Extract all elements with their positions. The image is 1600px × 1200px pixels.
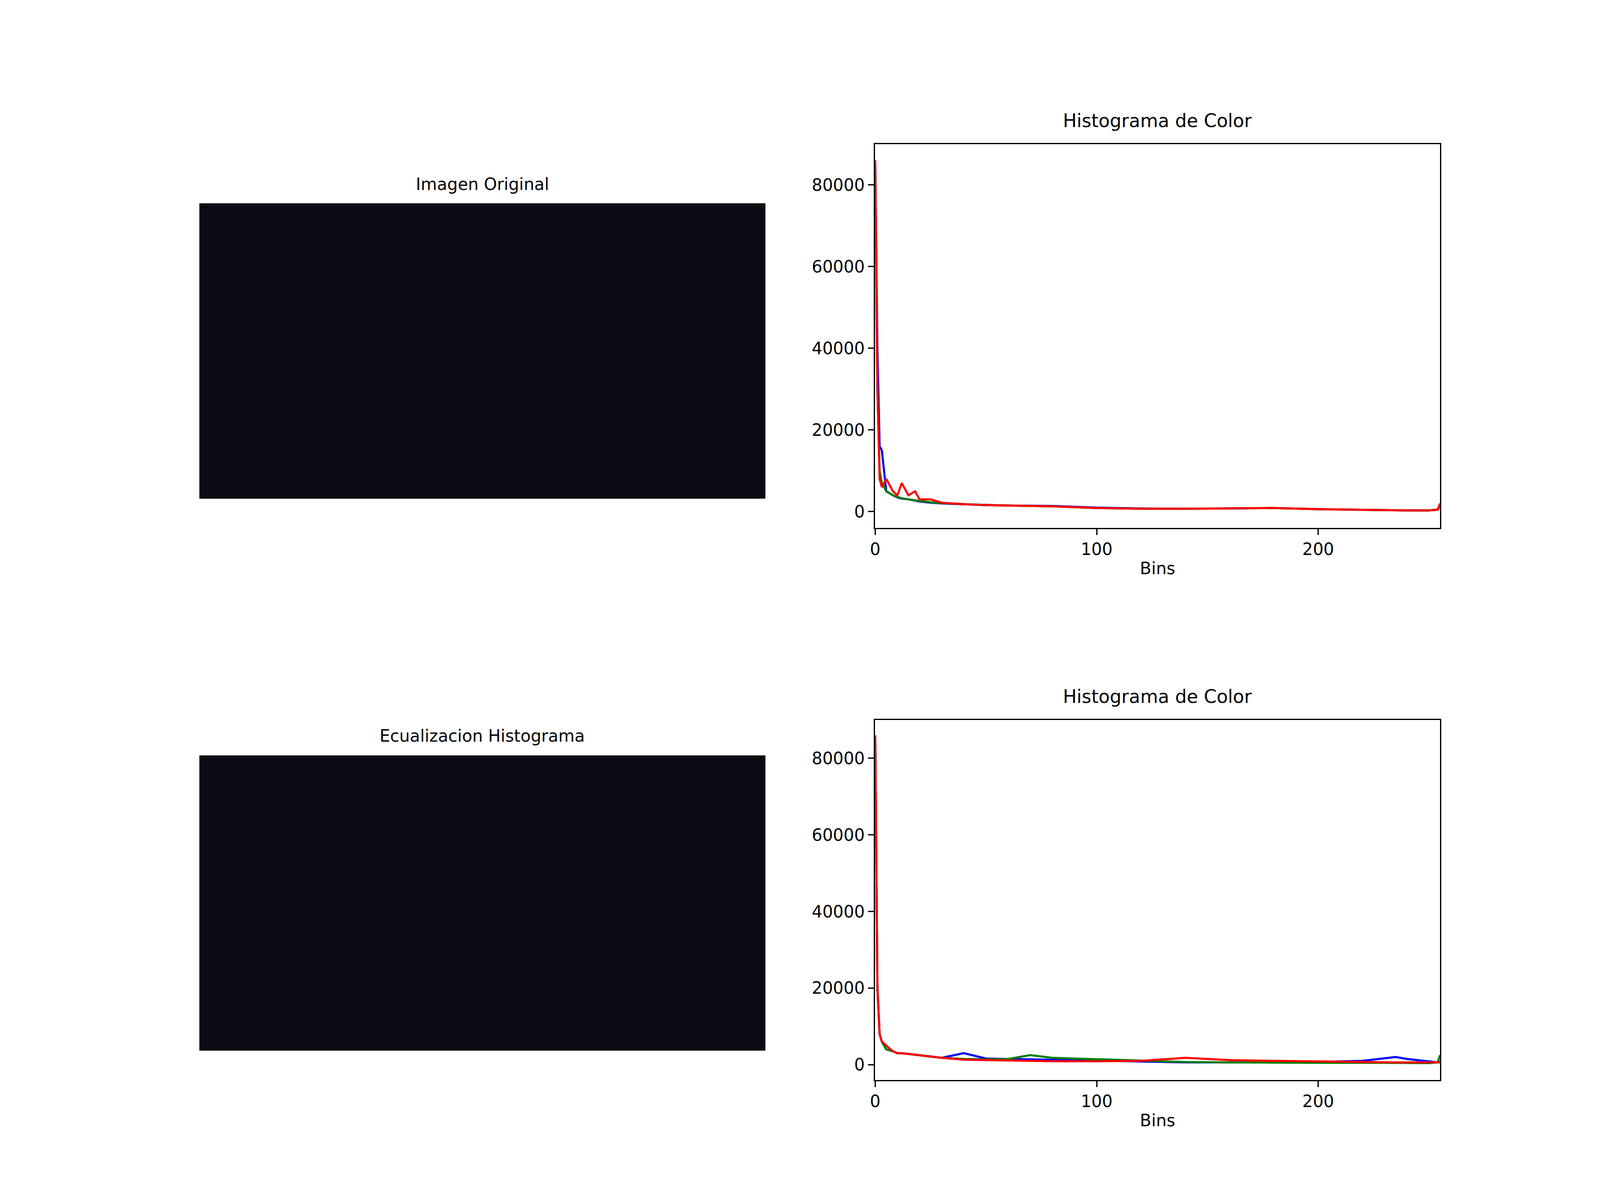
svg-text:Ecualizacion Histograma: Ecualizacion Histograma: [379, 726, 585, 746]
svg-text:100: 100: [1080, 1091, 1113, 1111]
svg-text:Histograma de Color: Histograma de Color: [1062, 685, 1253, 708]
svg-text:0: 0: [854, 502, 865, 522]
svg-text:20000: 20000: [811, 420, 865, 440]
svg-text:80000: 80000: [811, 175, 865, 195]
svg-text:0: 0: [854, 1055, 865, 1075]
svg-text:200: 200: [1302, 1091, 1334, 1111]
svg-text:60000: 60000: [811, 825, 865, 845]
svg-text:Histograma de Color: Histograma de Color: [1062, 110, 1253, 132]
svg-text:200: 200: [1302, 539, 1334, 559]
svg-text:0: 0: [870, 539, 881, 559]
svg-text:40000: 40000: [811, 902, 865, 922]
svg-text:Bins: Bins: [1140, 1110, 1176, 1130]
svg-text:Bins: Bins: [1140, 558, 1176, 578]
svg-text:0: 0: [870, 1091, 881, 1111]
svg-text:40000: 40000: [811, 338, 865, 358]
svg-text:80000: 80000: [811, 748, 865, 768]
svg-text:100: 100: [1080, 539, 1113, 559]
svg-text:20000: 20000: [811, 978, 865, 998]
svg-text:60000: 60000: [811, 257, 865, 277]
svg-text:Imagen Original: Imagen Original: [415, 174, 550, 194]
